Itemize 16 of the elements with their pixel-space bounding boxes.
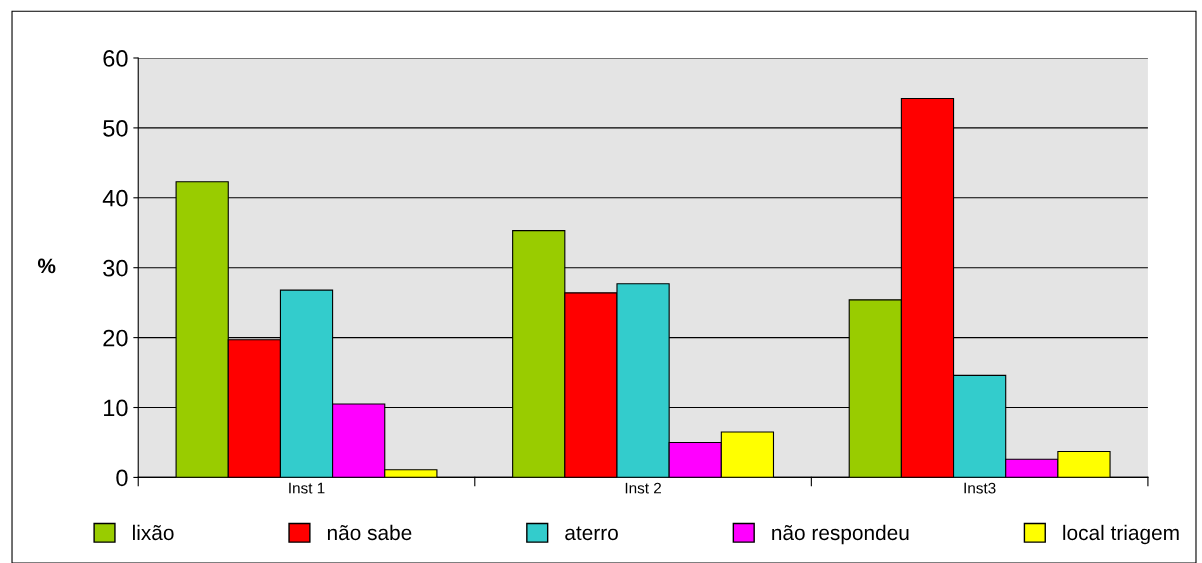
y-tick-label: 0 (116, 469, 128, 487)
x-tick-label: Inst 2 (625, 482, 661, 494)
y-tick-label: 50 (103, 119, 128, 137)
legend-label: lixão (133, 524, 174, 541)
legend-label: não respondeu (772, 524, 909, 545)
legend-label: aterro (565, 526, 618, 541)
y-tick-label: 10 (104, 399, 128, 417)
y-axis-title: % (37, 258, 56, 274)
legend-label: local triagem (1063, 524, 1179, 545)
y-tick-label: 60 (103, 50, 128, 67)
y-tick-label: 20 (103, 329, 128, 347)
y-tick-label: 30 (103, 259, 128, 277)
y-tick-label: 40 (102, 189, 128, 207)
x-tick-label: Inst3 (964, 482, 996, 494)
legend-label: não sabe (327, 524, 412, 541)
x-tick-label: Inst 1 (289, 482, 325, 494)
